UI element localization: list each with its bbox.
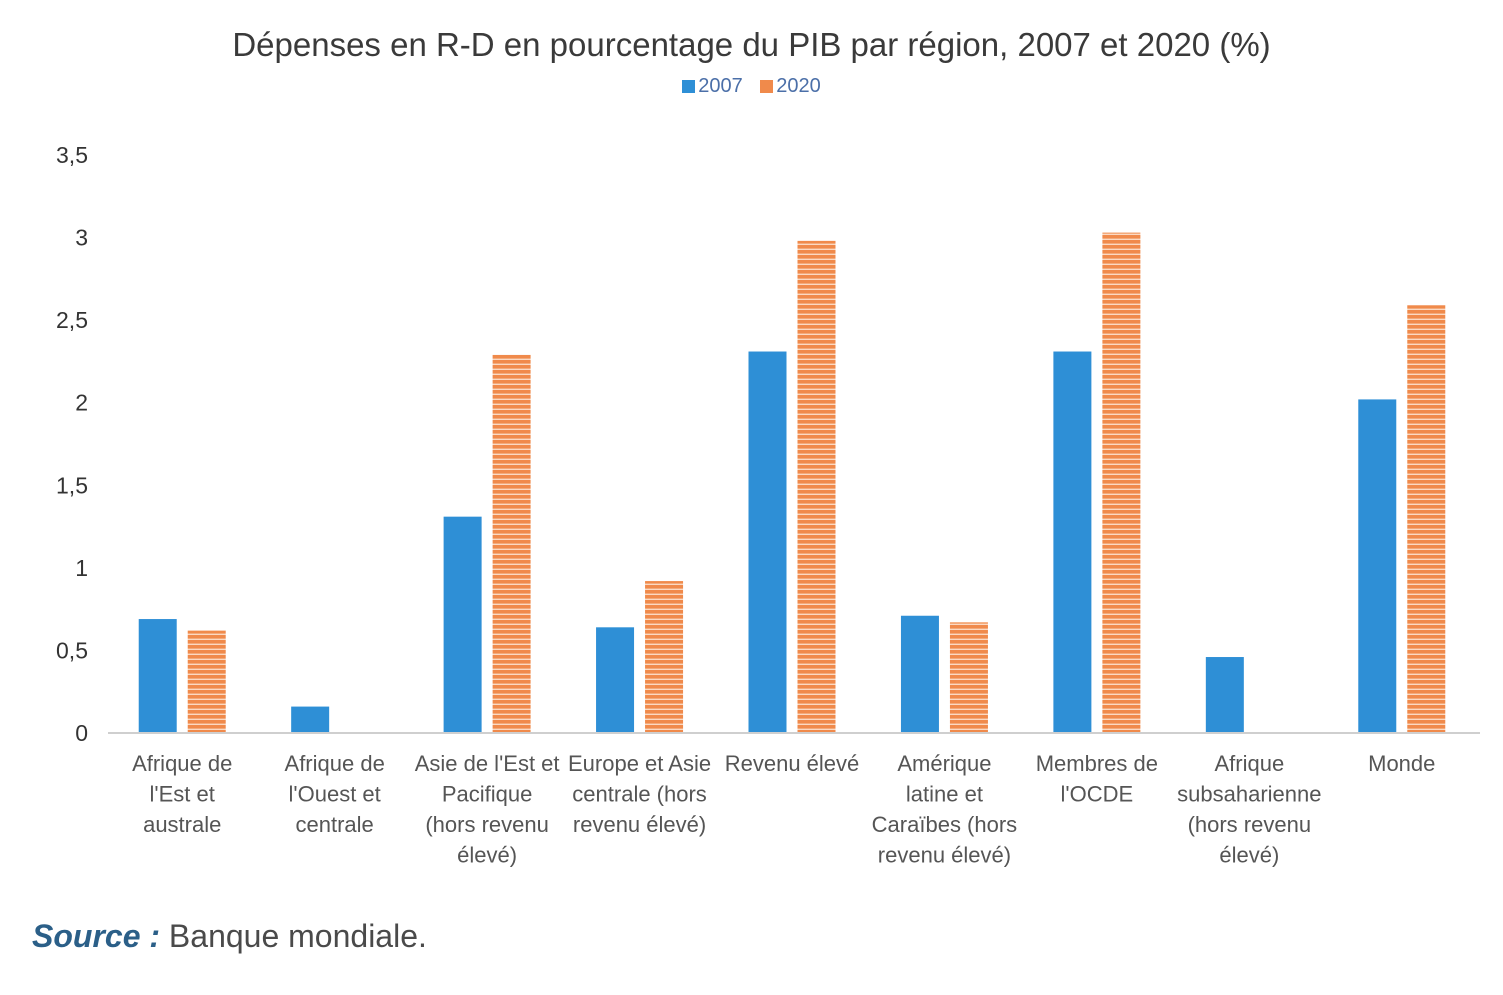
bar-2020 [492,354,531,733]
legend-item-2020: 2020 [760,75,821,98]
legend-label-2020: 2020 [776,75,821,97]
bars [138,232,1446,734]
bar-2020 [187,630,226,733]
y-tick-label: 0 [75,720,88,746]
bar-2020 [645,581,684,733]
source-note: Source : Banque mondiale. [32,918,427,955]
x-category-label: Monde [1368,751,1435,776]
bar-2020 [797,240,836,734]
bar-2007 [1053,351,1092,733]
bar-2007 [1358,399,1397,733]
bar-2020 [1102,232,1141,734]
y-tick-label: 0,5 [56,637,88,663]
y-tick-label: 1,5 [56,472,88,498]
y-tick-label: 3 [75,225,88,251]
y-tick-label: 2 [75,390,88,416]
bar-2007 [596,627,635,733]
x-category-label: Afrique de l'Est et australe [132,751,232,837]
bar-2007 [748,351,787,733]
bar-2007 [138,619,177,733]
legend-item-2007: 2007 [682,75,743,98]
bar-2007 [1205,657,1244,733]
x-category-label: Revenu élevé [725,751,860,776]
x-category-label: Europe et Asie centrale (hors revenu élevé… [568,751,711,837]
bar-2020 [1407,305,1446,733]
chart-title: Dépenses en R-D en pourcentage du PIB pa… [232,26,1271,63]
x-axis-labels: Afrique de l'Est et australe Afrique de l'Ou… [132,751,1435,868]
bar-2007 [900,615,939,733]
x-category-label: Afrique de l'Ouest et centrale [285,751,385,837]
y-tick-label: 3,5 [56,142,88,168]
legend-swatch-2007 [682,80,696,94]
bar-2007 [291,706,330,733]
y-tick-label: 2,5 [56,307,88,333]
x-category-label: Afrique subsaharienne (hors revenu élevé) [1177,751,1321,868]
bar-2020 [949,622,988,733]
bar-2007 [443,516,482,733]
y-tick-label: 1 [75,555,88,581]
bar-chart: 0 0,5 1 1,5 2 2,5 3 3,5 Afrique de l'Est et austr… [56,142,1480,868]
source-text: Banque mondiale. [160,918,427,954]
source-label: Source : [32,918,161,954]
x-category-label: Asie de l'Est et Pacifique (hors revenu éle… [415,751,560,868]
legend-label-2007: 2007 [698,75,743,97]
x-category-label: Amérique latine et Caraïbes (hors revenu él… [872,751,1018,868]
legend: 2007 2020 [0,75,1503,98]
legend-swatch-2020 [760,80,774,94]
y-axis: 0 0,5 1 1,5 2 2,5 3 3,5 [56,142,88,746]
x-category-label: Membres de l'OCDE [1036,751,1158,807]
